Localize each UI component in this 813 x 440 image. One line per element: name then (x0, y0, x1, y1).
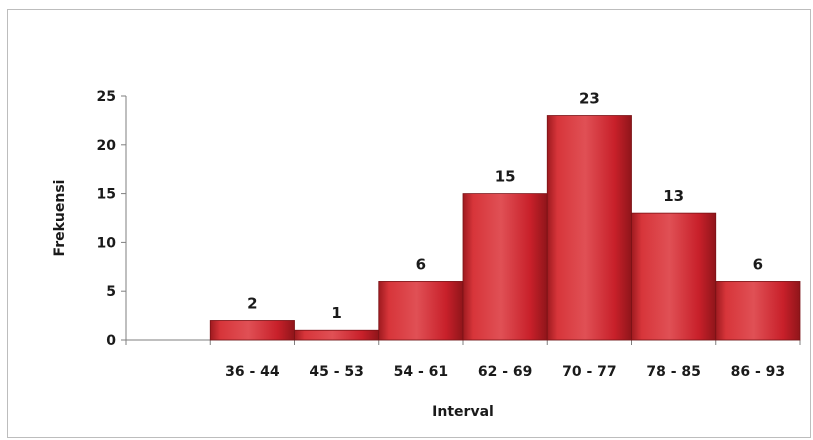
histogram-bar (546, 115, 632, 341)
y-axis-title: Frekuensi (52, 180, 68, 257)
bar-value-label: 13 (663, 187, 684, 205)
y-tick-label: 5 (106, 284, 116, 300)
histogram-bar (378, 281, 464, 341)
x-tick-label: 86 - 93 (731, 364, 786, 380)
bar-value-label: 1 (331, 304, 341, 322)
histogram-bar (209, 320, 295, 341)
histogram-bar (631, 212, 717, 341)
x-tick-label: 45 - 53 (309, 364, 364, 380)
histogram-bar (715, 281, 801, 341)
y-tick-label: 10 (97, 235, 117, 251)
x-tick-label: 62 - 69 (478, 364, 533, 380)
x-tick-label: 70 - 77 (562, 364, 617, 380)
y-tick-label: 0 (106, 333, 116, 349)
bar-value-label: 2 (247, 294, 257, 312)
y-tick-label: 15 (97, 187, 116, 203)
y-tick-label: 20 (97, 138, 117, 154)
x-tick-label: 54 - 61 (394, 364, 449, 380)
data-labels: 2 1 6 15 23 13 6 (247, 90, 763, 323)
x-axis-title: Interval (432, 404, 494, 420)
histogram-bar (462, 193, 548, 341)
bar-value-label: 6 (416, 255, 426, 273)
x-tick-label: 36 - 44 (225, 364, 280, 380)
bar-value-label: 23 (579, 90, 600, 108)
y-tick-labels: 0 5 10 15 20 25 (97, 89, 117, 349)
y-tick-label: 25 (97, 89, 116, 105)
histogram-bar (294, 329, 380, 341)
bar-value-label: 15 (495, 168, 516, 186)
x-tick-labels: 36 - 44 45 - 53 54 - 61 62 - 69 70 - 77 78 - … (225, 364, 785, 380)
x-tick-label: 78 - 85 (646, 364, 701, 380)
y-axis (121, 95, 127, 341)
x-axis (125, 339, 801, 345)
bars (209, 115, 801, 341)
bar-value-label: 6 (753, 255, 763, 273)
